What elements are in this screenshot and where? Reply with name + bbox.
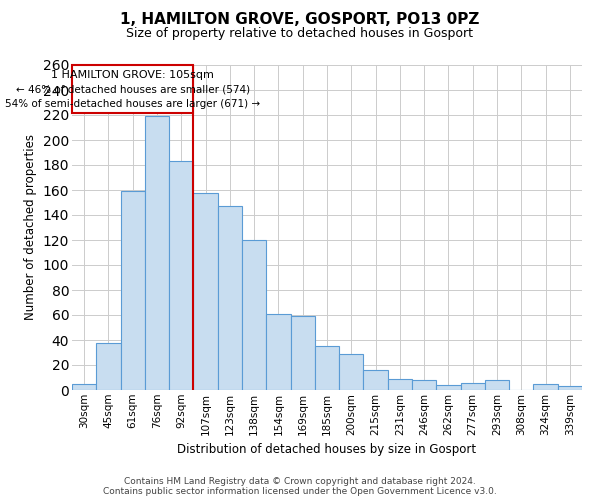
Bar <box>461 382 485 390</box>
Text: Contains HM Land Registry data © Crown copyright and database right 2024.: Contains HM Land Registry data © Crown c… <box>124 476 476 486</box>
Bar <box>315 346 339 390</box>
Bar <box>145 116 169 390</box>
Bar <box>364 370 388 390</box>
Text: Size of property relative to detached houses in Gosport: Size of property relative to detached ho… <box>127 28 473 40</box>
Bar <box>290 316 315 390</box>
Y-axis label: Number of detached properties: Number of detached properties <box>24 134 37 320</box>
Bar <box>193 192 218 390</box>
X-axis label: Distribution of detached houses by size in Gosport: Distribution of detached houses by size … <box>178 443 476 456</box>
Bar <box>388 379 412 390</box>
Bar <box>218 206 242 390</box>
Text: 1, HAMILTON GROVE, GOSPORT, PO13 0PZ: 1, HAMILTON GROVE, GOSPORT, PO13 0PZ <box>121 12 479 28</box>
Bar <box>266 314 290 390</box>
Bar <box>72 65 193 112</box>
Text: ← 46% of detached houses are smaller (574): ← 46% of detached houses are smaller (57… <box>16 85 250 95</box>
Bar <box>533 384 558 390</box>
Text: 1 HAMILTON GROVE: 105sqm: 1 HAMILTON GROVE: 105sqm <box>51 70 214 80</box>
Bar <box>485 380 509 390</box>
Bar <box>558 386 582 390</box>
Bar <box>169 161 193 390</box>
Bar <box>412 380 436 390</box>
Text: 54% of semi-detached houses are larger (671) →: 54% of semi-detached houses are larger (… <box>5 99 260 109</box>
Bar <box>339 354 364 390</box>
Bar <box>121 191 145 390</box>
Text: Contains public sector information licensed under the Open Government Licence v3: Contains public sector information licen… <box>103 486 497 496</box>
Bar <box>96 342 121 390</box>
Bar <box>436 385 461 390</box>
Bar <box>72 384 96 390</box>
Bar <box>242 240 266 390</box>
